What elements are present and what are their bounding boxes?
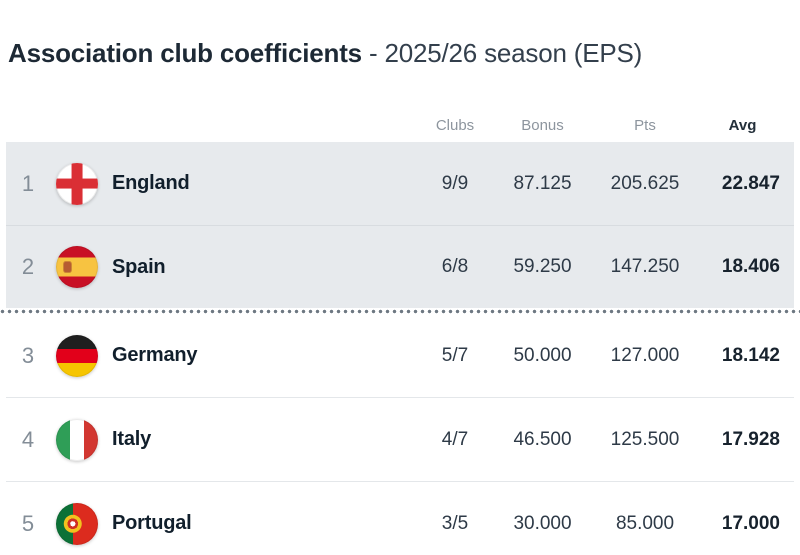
portugal-armillary-emblem <box>63 514 83 533</box>
portugal-flag-icon <box>56 502 98 545</box>
pts-value: 125.500 <box>610 428 680 450</box>
bonus-value: 46.500 <box>513 428 572 450</box>
pts-value: 85.000 <box>615 512 675 534</box>
bonus-value: 30.000 <box>513 512 572 534</box>
rank-value: 5 <box>21 510 35 536</box>
avg-value: 22.847 <box>721 172 780 194</box>
column-header-bonus: Bonus <box>521 117 564 134</box>
column-header-avg: Avg <box>728 117 757 134</box>
spain-coat-of-arms <box>63 261 72 273</box>
avg-value: 18.406 <box>721 256 780 277</box>
bonus-value: 87.125 <box>513 172 572 194</box>
page-title-main: Association club coefficients <box>8 38 362 68</box>
table-row-spain[interactable]: 2 Spain 6/8 59.250 147.250 18.406 <box>6 225 794 308</box>
england-flag-icon <box>56 162 98 205</box>
germany-flag-icon <box>56 334 98 377</box>
country-name: Germany <box>112 344 198 366</box>
table-header-row: Clubs Bonus Pts Avg <box>6 112 794 134</box>
qualification-zone: 1 England 9/9 87.125 205.625 22.847 2 Sp… <box>6 142 794 308</box>
pts-value: 147.250 <box>610 256 680 277</box>
avg-value: 17.928 <box>721 428 780 450</box>
page-title: Association club coefficients - 2025/26 … <box>8 38 800 68</box>
avg-value: 17.000 <box>721 512 780 534</box>
clubs-value: 5/7 <box>441 344 469 366</box>
clubs-value: 9/9 <box>441 172 469 194</box>
country-name: England <box>112 172 190 194</box>
qualification-cutoff-line <box>0 309 800 314</box>
country-name: Spain <box>112 255 166 278</box>
column-header-pts: Pts <box>634 117 656 134</box>
table-row-germany[interactable]: 3 Germany 5/7 50.000 127.000 18.142 <box>6 314 794 398</box>
country-name: Italy <box>112 428 152 450</box>
clubs-value: 6/8 <box>441 256 469 277</box>
bonus-value: 59.250 <box>513 256 572 277</box>
clubs-value: 4/7 <box>441 428 469 450</box>
column-header-clubs: Clubs <box>435 117 475 134</box>
table-body-rest: 3 Germany 5/7 50.000 127.000 18.142 4 It… <box>6 314 794 555</box>
rank-value: 4 <box>21 426 35 452</box>
country-name: Portugal <box>112 512 192 534</box>
page-title-season: - 2025/26 season (EPS) <box>368 38 643 68</box>
table-row-portugal[interactable]: 5 Portugal 3/5 30.000 85.000 17.000 <box>6 482 794 555</box>
rank-value: 1 <box>21 170 35 196</box>
rank-value: 2 <box>21 254 35 279</box>
pts-value: 205.625 <box>610 172 680 194</box>
spain-flag-icon <box>56 246 98 288</box>
rank-value: 3 <box>21 342 35 368</box>
pts-value: 127.000 <box>610 344 680 366</box>
table-row-italy[interactable]: 4 Italy 4/7 46.500 125.500 17.928 <box>6 398 794 482</box>
italy-flag-icon <box>56 418 98 461</box>
table-row-england[interactable]: 1 England 9/9 87.125 205.625 22.847 <box>6 142 794 225</box>
bonus-value: 50.000 <box>513 344 572 366</box>
clubs-value: 3/5 <box>441 512 469 534</box>
avg-value: 18.142 <box>721 344 780 366</box>
